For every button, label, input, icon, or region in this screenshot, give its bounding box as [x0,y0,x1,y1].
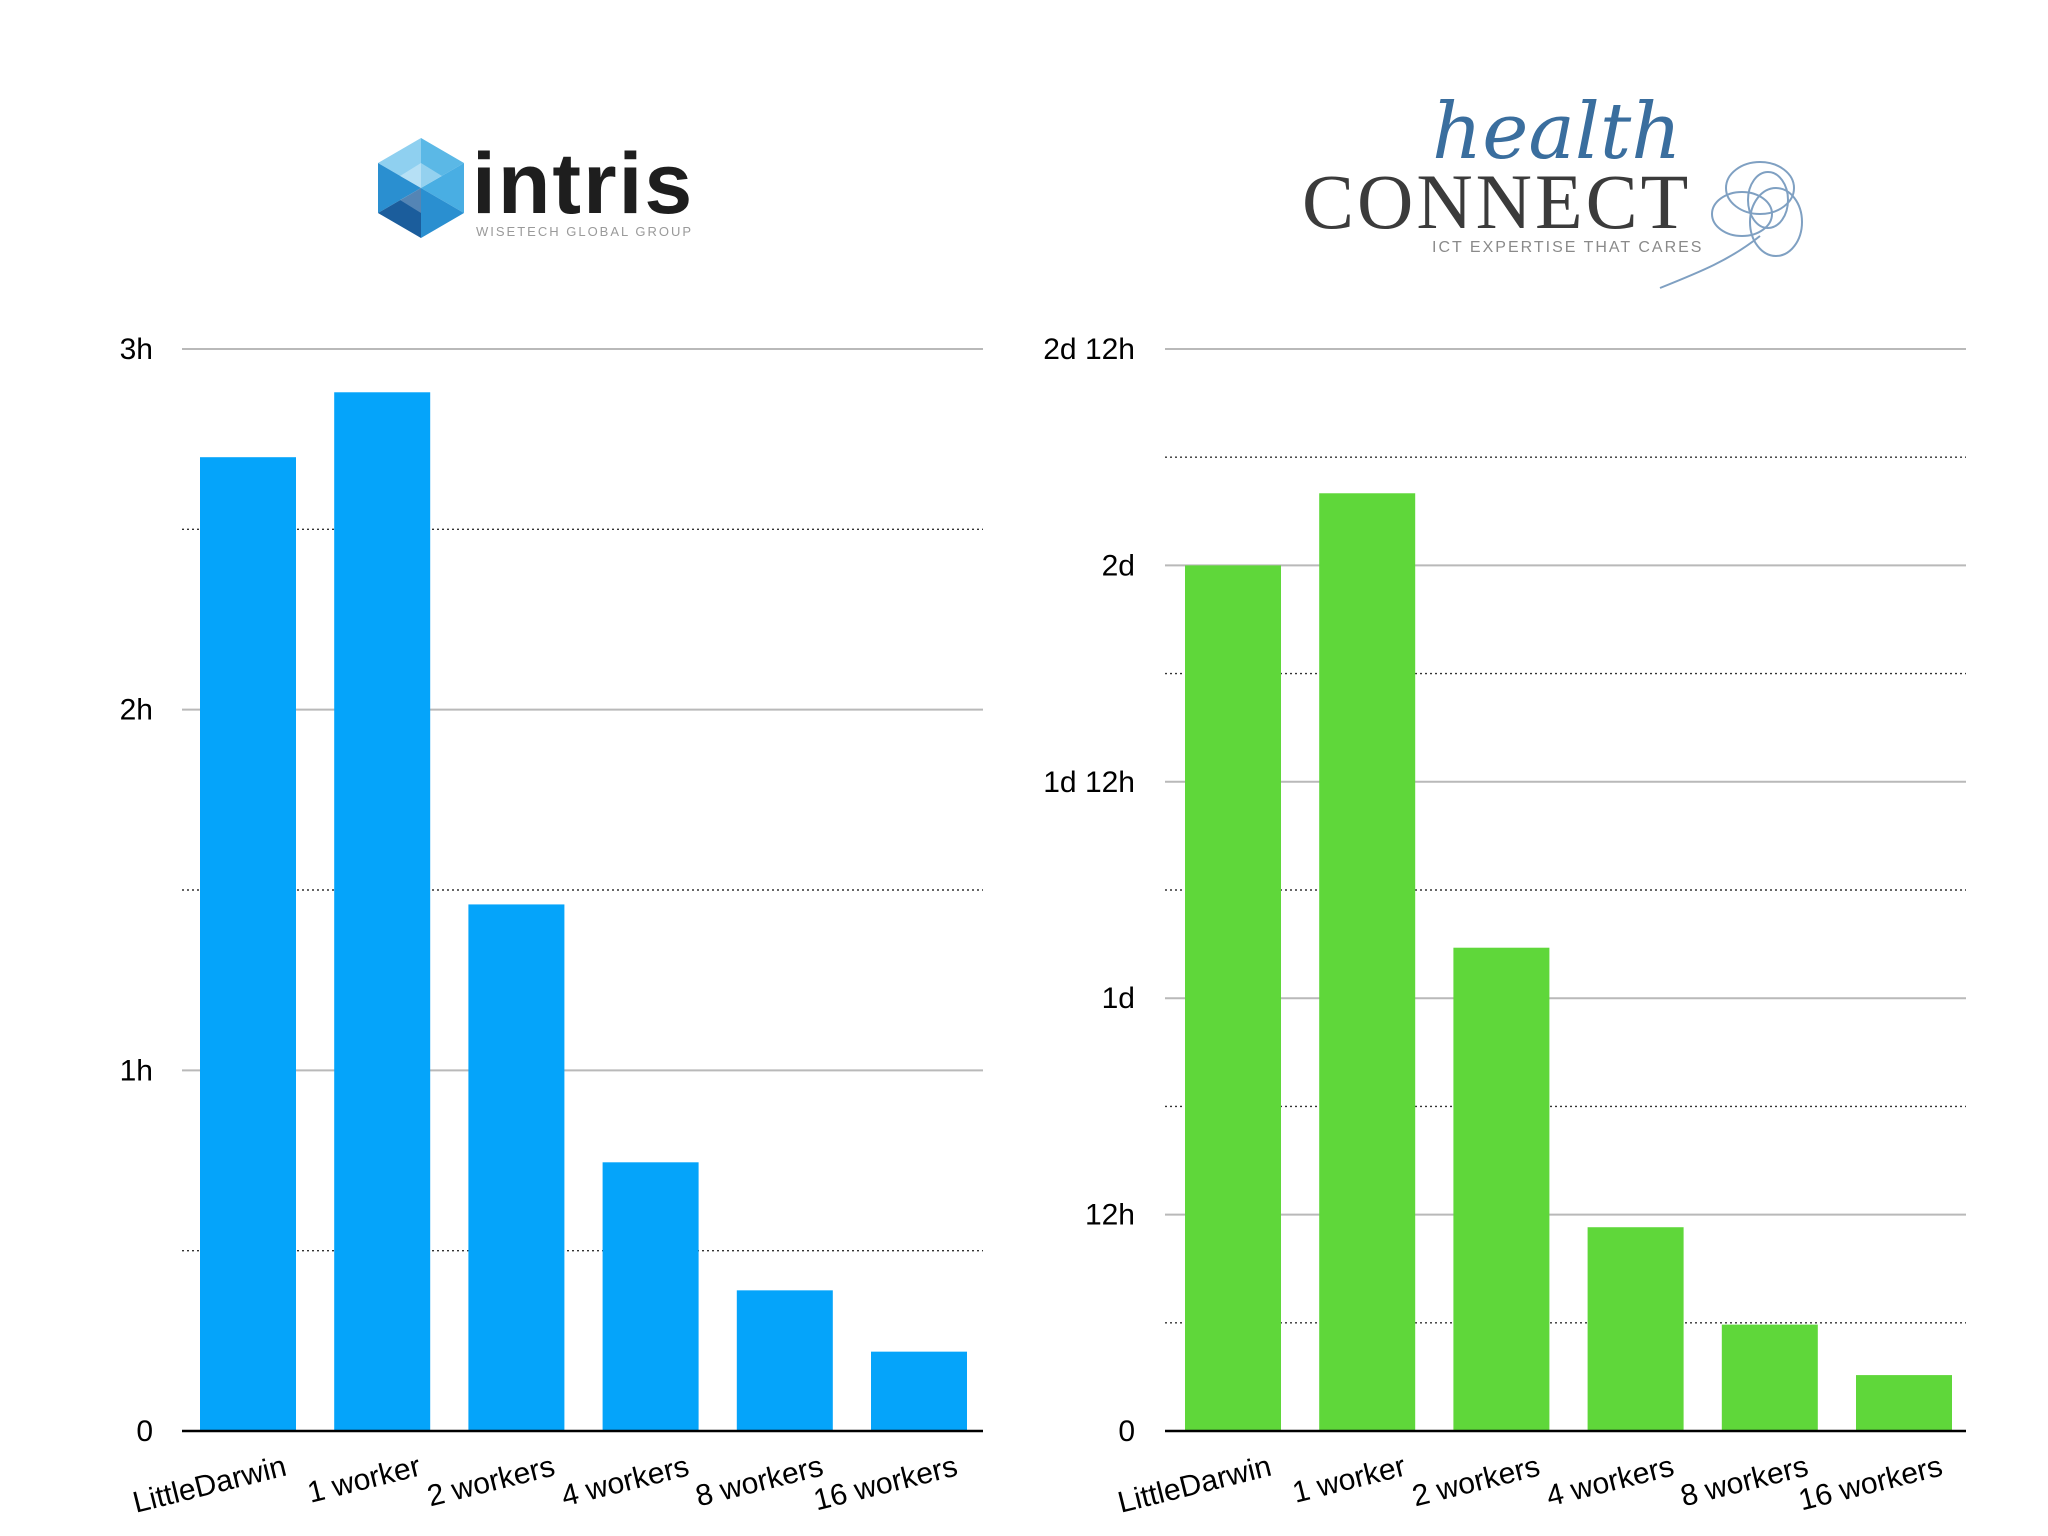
cube-icon [378,138,464,238]
y-tick-label: 3h [120,333,153,366]
bar-8-workers [736,1290,833,1431]
bar-2-workers [468,904,565,1431]
bar-littledarwin [200,457,296,1431]
x-tick-label: 16 workers [810,1450,960,1518]
bar-1-worker [1319,493,1416,1431]
intris-wordmark: intris [472,136,694,232]
x-tick-label: 1 worker [1289,1450,1409,1510]
health-script: health [1432,87,1681,177]
x-tick-label: 16 workers [1795,1450,1945,1518]
connect-wordmark: CONNECT [1302,158,1691,245]
bar-16-workers [1856,1375,1952,1431]
x-tick-label: 2 workers [1409,1450,1543,1513]
y-tick-label: 12h [1085,1199,1135,1232]
y-tick-label: 2d [1102,549,1135,582]
y-tick-label: 2h [120,694,153,727]
swirl-icon [1659,161,1803,289]
y-tick-label: 1d 12h [1043,766,1135,799]
bar-2-workers [1453,947,1550,1431]
bar-8-workers [1721,1324,1818,1431]
bar-4-workers [602,1162,699,1431]
y-tick-label: 0 [1118,1415,1135,1448]
x-tick-label: 2 workers [424,1450,558,1513]
x-tick-label: 4 workers [1543,1450,1677,1513]
x-tick-label: 1 worker [304,1450,424,1510]
x-tick-label: LittleDarwin [1115,1450,1275,1520]
healthconnect-tagline: ICT EXPERTISE THAT CARES [1432,239,1703,256]
y-tick-label: 2d 12h [1043,333,1135,366]
healthconnect-chart: 0 12h 1d 1d 12h 2d 2d 12h LittleDarwin 1 worker… [1043,333,1966,1520]
x-tick-label: LittleDarwin [130,1450,290,1520]
y-tick-label: 0 [136,1415,153,1448]
bar-4-workers [1587,1227,1684,1431]
x-tick-label: 8 workers [692,1450,826,1513]
x-tick-label: 8 workers [1677,1450,1811,1513]
bar-1-worker [334,392,431,1431]
intris-logo: intris WISETECH GLOBAL GROUP [378,136,694,239]
y-tick-label: 1h [120,1054,153,1087]
bar-16-workers [871,1351,967,1431]
intris-chart: 0 1h 2h 3h LittleDarwin 1 worker 2 workers 4 wo… [120,333,983,1520]
x-tick-label: 4 workers [558,1450,692,1513]
healthconnect-logo: health CONNECT ICT EXPERTISE THAT CARES [1302,87,1803,289]
bar-littledarwin [1185,565,1281,1431]
intris-tagline: WISETECH GLOBAL GROUP [476,224,693,239]
y-tick-label: 1d [1102,982,1135,1015]
